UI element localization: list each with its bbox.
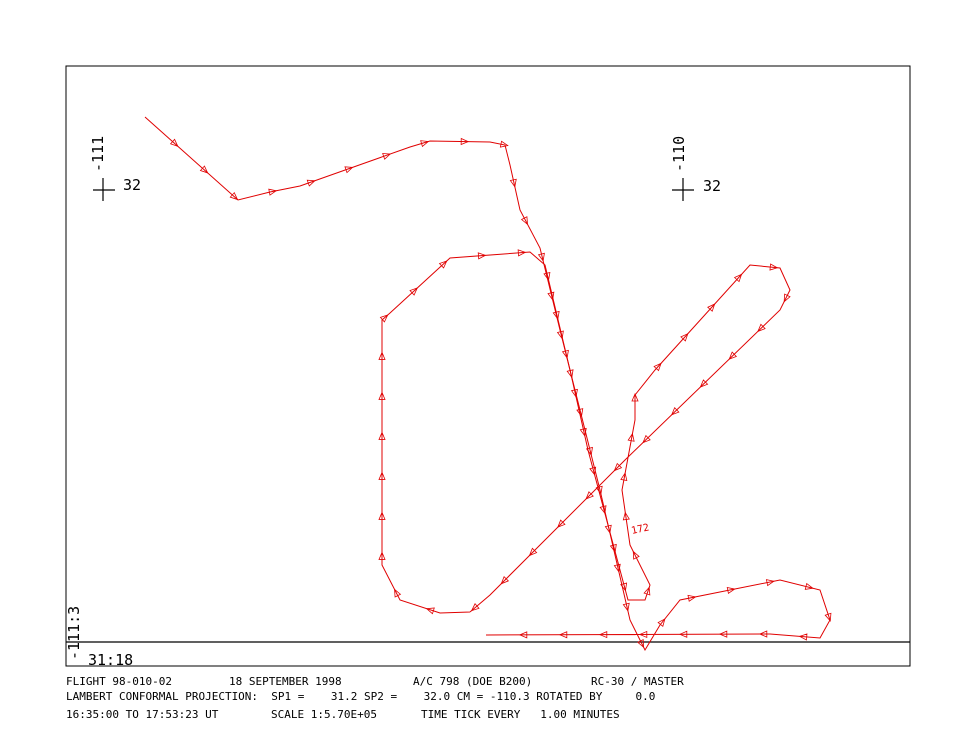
time-tick bbox=[470, 603, 480, 612]
map-frame bbox=[65, 65, 911, 667]
time-tick bbox=[726, 586, 736, 595]
time-tick bbox=[707, 303, 716, 312]
time-tick bbox=[378, 471, 386, 480]
footer-text: 16:35:00 TO 17:53:23 UT bbox=[66, 708, 219, 721]
time-tick bbox=[579, 427, 587, 437]
time-tick bbox=[394, 588, 402, 598]
footer-text: RC-30 / MASTER bbox=[591, 675, 684, 688]
time-tick bbox=[528, 547, 538, 557]
latitude-label: 32 bbox=[703, 177, 721, 195]
time-tick bbox=[678, 630, 688, 638]
time-tick bbox=[517, 249, 527, 257]
time-tick bbox=[477, 252, 487, 260]
time-tick bbox=[229, 191, 239, 201]
corner-longitude: -111:3 bbox=[65, 606, 83, 660]
time-tick bbox=[613, 462, 623, 472]
time-tick bbox=[509, 178, 517, 188]
time-tick bbox=[561, 349, 569, 359]
footer-text: 18 SEPTEMBER 1998 bbox=[229, 675, 342, 688]
flight-track bbox=[144, 116, 832, 652]
time-tick bbox=[798, 633, 808, 641]
time-tick bbox=[643, 586, 651, 596]
time-tick bbox=[609, 543, 617, 553]
time-tick bbox=[520, 216, 528, 226]
time-tick bbox=[547, 291, 555, 301]
longitude-label: -111 bbox=[89, 136, 107, 172]
time-tick bbox=[557, 519, 566, 528]
time-tick bbox=[409, 287, 418, 296]
time-tick bbox=[558, 631, 568, 639]
time-tick bbox=[378, 391, 386, 400]
time-tick bbox=[638, 630, 648, 639]
time-tick bbox=[670, 407, 680, 416]
time-tick bbox=[552, 310, 560, 320]
time-tick bbox=[728, 351, 738, 360]
time-tick bbox=[765, 579, 775, 587]
latitude-label: 32 bbox=[123, 176, 141, 194]
time-tick bbox=[585, 491, 594, 500]
time-tick bbox=[378, 351, 386, 360]
time-tick bbox=[804, 582, 814, 590]
time-tick bbox=[378, 431, 386, 440]
time-tick bbox=[622, 511, 630, 521]
time-tick bbox=[500, 575, 510, 585]
time-tick bbox=[537, 252, 545, 262]
time-tick bbox=[622, 602, 630, 612]
time-tick bbox=[757, 323, 766, 333]
time-tick bbox=[680, 332, 689, 342]
longitude-label: -110 bbox=[670, 136, 688, 172]
time-tick bbox=[631, 393, 639, 402]
time-tick bbox=[378, 551, 386, 560]
time-tick bbox=[687, 594, 697, 602]
time-tick bbox=[642, 434, 651, 444]
time-tick bbox=[718, 630, 728, 638]
time-tick bbox=[543, 272, 551, 282]
time-tick bbox=[599, 505, 607, 515]
time-tick bbox=[620, 472, 628, 482]
time-tick bbox=[425, 607, 435, 615]
time-tick bbox=[699, 379, 709, 388]
time-tick bbox=[438, 260, 448, 269]
time-tick bbox=[653, 362, 662, 372]
time-tick bbox=[379, 314, 389, 323]
time-tick bbox=[518, 631, 528, 639]
time-tick bbox=[460, 137, 470, 146]
time-tick bbox=[733, 273, 743, 283]
footer-text: A/C 798 (DOE B200) bbox=[413, 675, 532, 688]
time-tick bbox=[420, 140, 430, 148]
track-line bbox=[381, 251, 791, 614]
footer-text: FLIGHT 98-010-02 bbox=[66, 675, 172, 688]
time-tick bbox=[344, 166, 354, 174]
time-tick bbox=[306, 179, 316, 187]
time-tick bbox=[598, 630, 608, 639]
time-tick bbox=[169, 138, 179, 147]
time-tick bbox=[199, 165, 209, 174]
corner-latitude: 31:18 bbox=[88, 651, 133, 669]
time-tick bbox=[783, 293, 791, 303]
time-tick bbox=[637, 639, 645, 649]
grid-cross bbox=[93, 178, 694, 201]
footer-text: LAMBERT CONFORMAL PROJECTION: SP1 = 31.2… bbox=[66, 690, 655, 703]
time-tick bbox=[378, 511, 386, 520]
time-tick bbox=[382, 153, 392, 160]
time-tick bbox=[824, 612, 832, 622]
track-line bbox=[144, 116, 831, 652]
time-tick bbox=[620, 582, 628, 592]
time-tick bbox=[758, 630, 768, 638]
time-tick bbox=[589, 466, 597, 476]
track-label: 172 bbox=[630, 522, 650, 537]
footer-text: TIME TICK EVERY 1.00 MINUTES bbox=[421, 708, 620, 721]
time-tick bbox=[627, 432, 635, 442]
time-tick bbox=[268, 188, 278, 196]
footer-text: SCALE 1:5.70E+05 bbox=[271, 708, 377, 721]
time-tick bbox=[769, 263, 779, 271]
time-tick bbox=[632, 550, 640, 560]
time-tick bbox=[657, 618, 666, 627]
time-tick bbox=[570, 388, 578, 398]
time-tick bbox=[499, 140, 509, 148]
